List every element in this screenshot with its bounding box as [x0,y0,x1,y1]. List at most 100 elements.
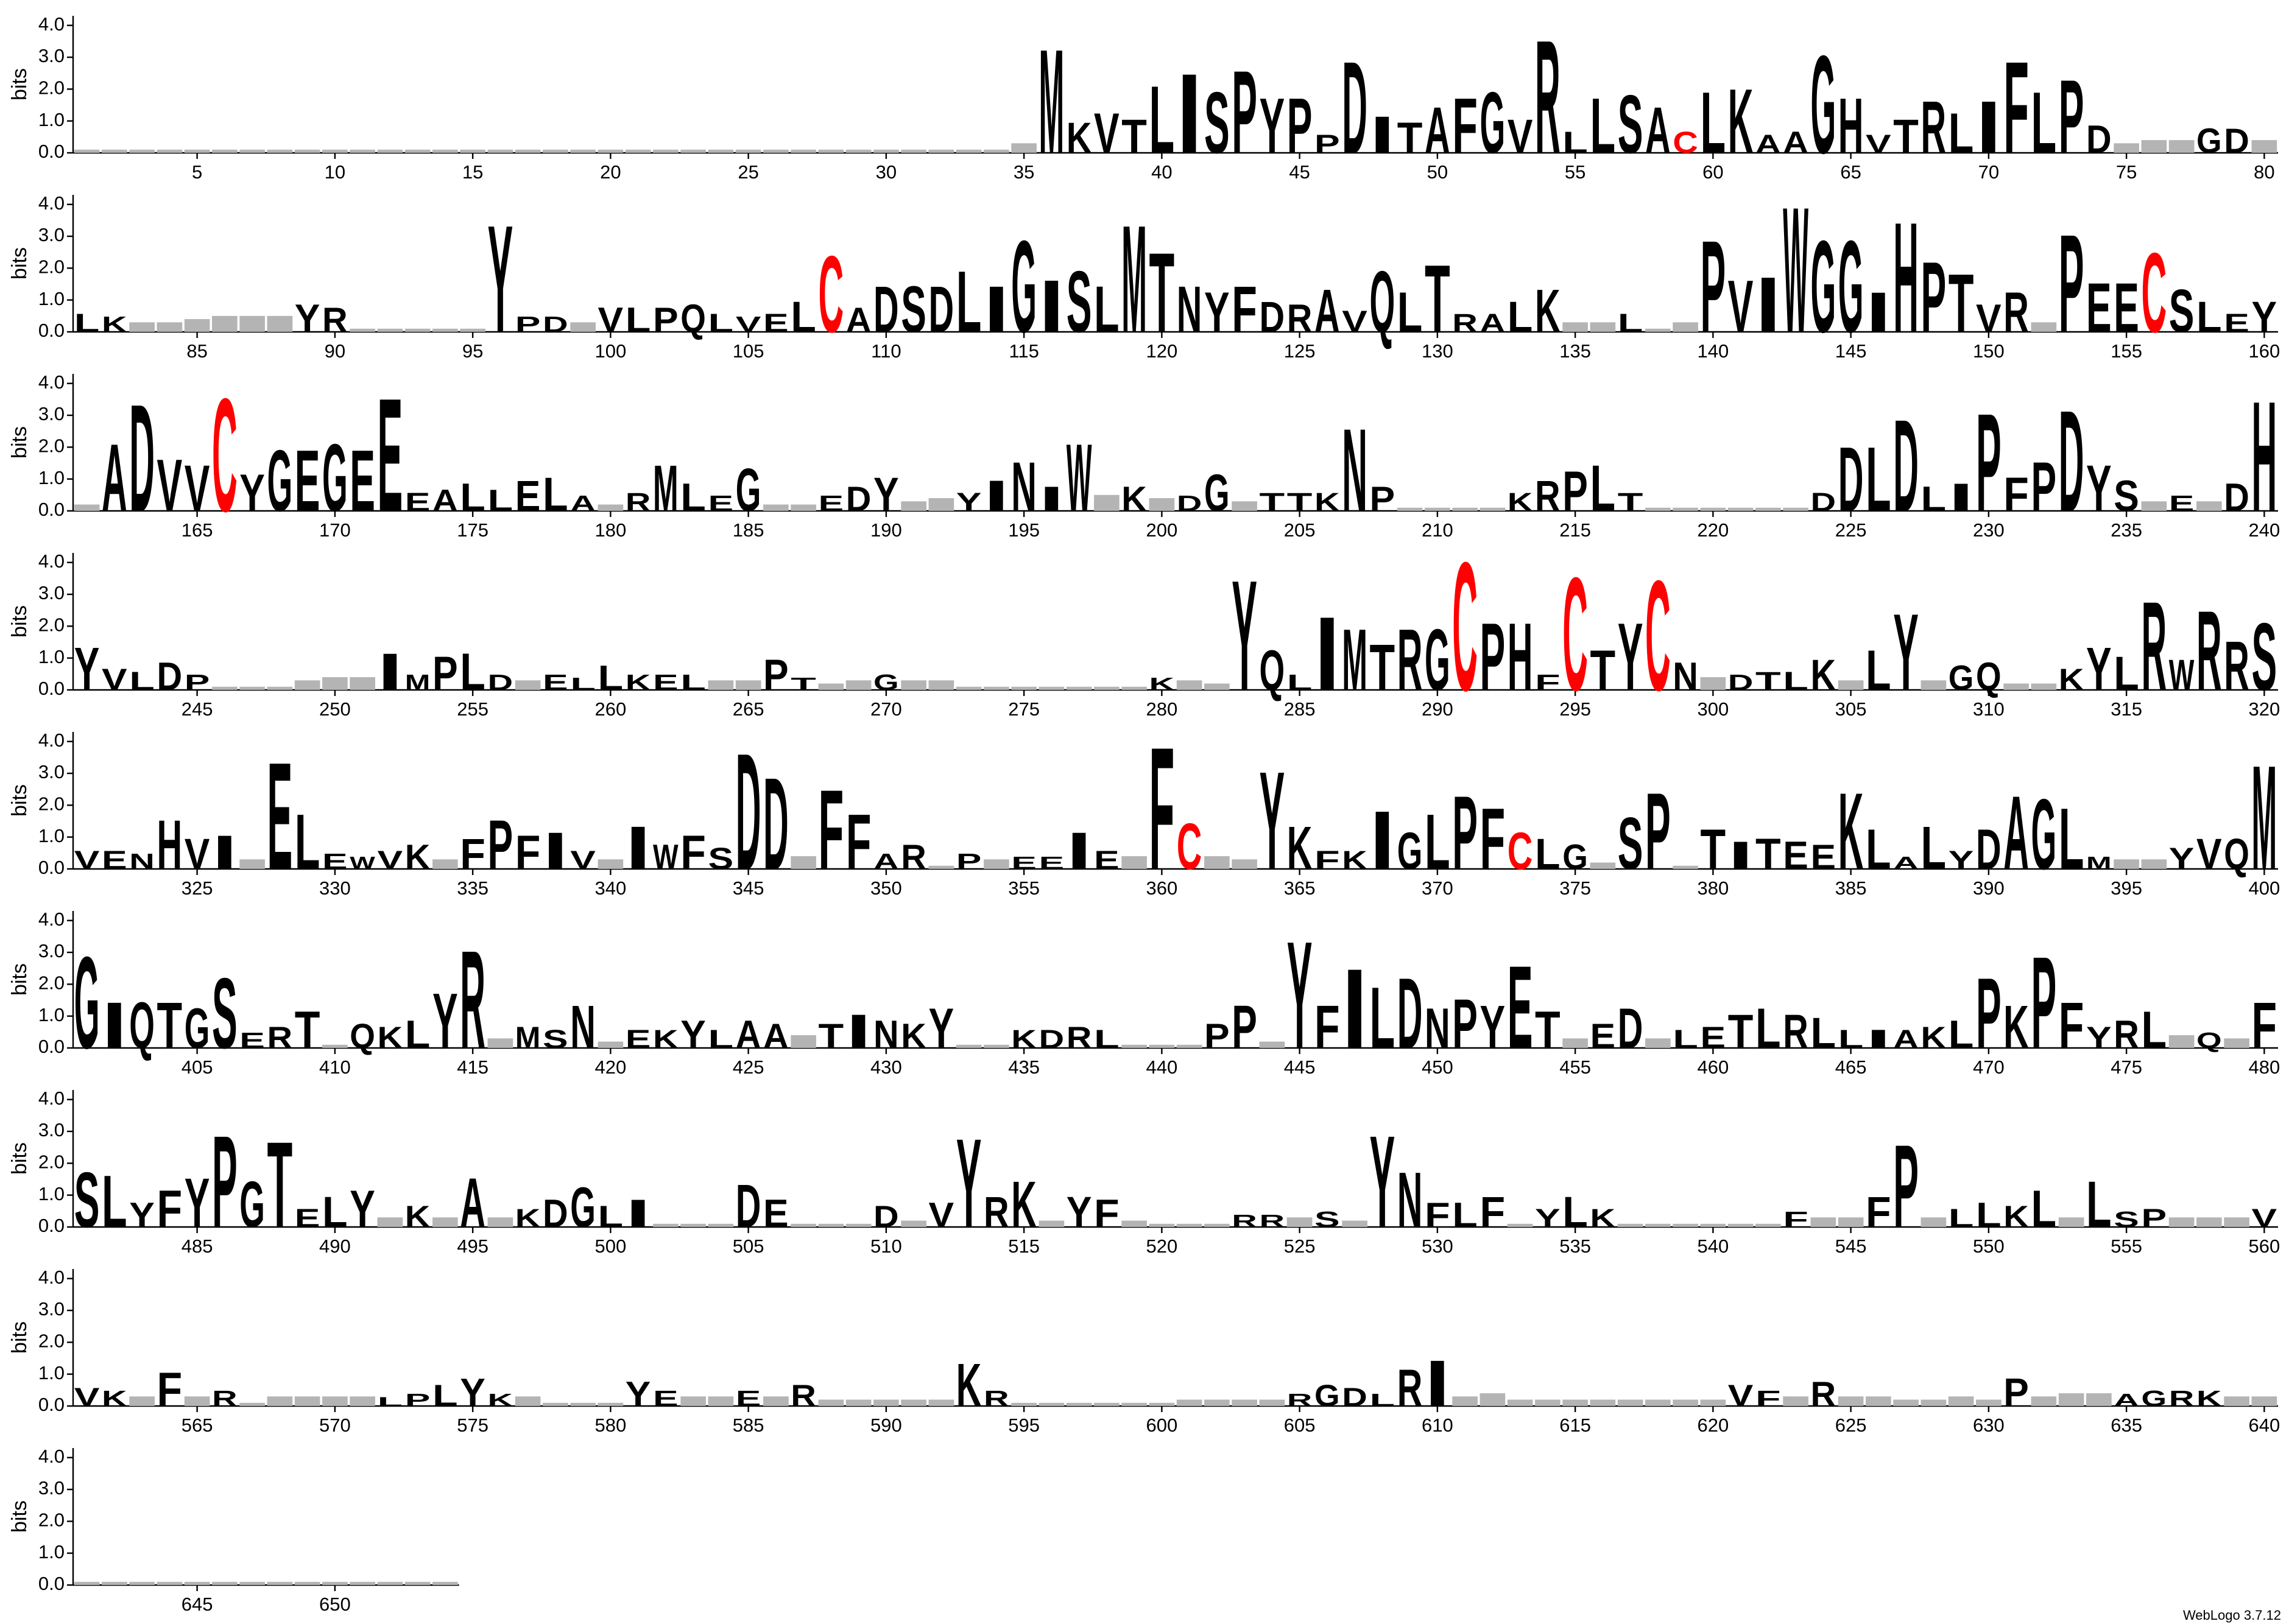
letter: R [984,1188,1009,1237]
letter: E [1590,1017,1616,1056]
null-stack [1011,1402,1037,1406]
null-stack [1204,1223,1230,1227]
letter: Q [680,297,706,340]
letter: I [1425,1348,1450,1421]
letter: T [1728,1005,1754,1059]
null-stack [625,149,651,153]
letter: L [1094,273,1120,346]
x-tick-label: 405 [182,1056,213,1078]
null-stack [763,504,789,511]
null-stack [598,1041,624,1048]
letter: I [984,273,1009,346]
letter: T [157,990,183,1063]
null-stack [2141,140,2167,153]
x-tick-label: 270 [870,698,902,720]
x-tick-label: 410 [319,1056,351,1078]
null-stack [901,680,926,690]
letter: G [239,1169,265,1242]
letter: M [2086,853,2112,873]
null-stack [322,1396,348,1406]
letter: F [1425,1196,1450,1235]
letter: D [488,670,513,695]
null-stack [2141,501,2167,511]
null-stack [1039,1402,1065,1406]
x-tick-label: 45 [1289,161,1310,183]
null-stack [2031,322,2057,332]
letter: N [1425,997,1450,1060]
null-stack [294,1396,320,1406]
letter: A [1480,308,1506,337]
x-tick-label: 355 [1008,877,1040,899]
letter: V [74,845,100,874]
null-stack [570,1402,596,1406]
letter: L [598,1199,624,1234]
letter: T [1149,228,1175,356]
y-tick-label: 4.0 [38,1267,65,1288]
letter: L [129,666,155,695]
null-stack [1121,686,1147,690]
letter: F [515,826,541,880]
null-stack [432,149,458,153]
letter: E [543,670,568,695]
null-stack [818,683,844,690]
null-stack [1011,143,1037,153]
null-stack [1507,1223,1533,1227]
x-tick-label: 85 [186,340,207,362]
null-stack [404,149,431,153]
null-stack [350,1581,375,1585]
letter: Y [1618,603,1643,711]
letter: S [2114,472,2139,521]
y-axis-label: bits [8,963,31,996]
letter: K [2196,1387,2222,1411]
letter: S [2114,1207,2139,1232]
letter: A [1755,129,1781,158]
null-stack [129,149,155,153]
x-tick-label: 60 [1702,161,1723,183]
x-tick-label: 385 [1835,877,1867,899]
null-stack [1232,1399,1257,1406]
x-tick-label: 580 [595,1415,627,1436]
null-stack [294,149,320,153]
x-tick-label: 75 [2116,161,2137,183]
null-stack [543,1402,568,1406]
letter: E [267,731,293,902]
null-stack [322,1044,348,1048]
letter: S [212,957,238,1069]
null-stack [1452,1396,1478,1406]
x-tick-label: 165 [182,519,213,541]
letter: L [1673,1024,1698,1053]
null-stack [267,315,293,332]
letter: E [653,670,679,695]
letter: C [1645,548,1671,724]
letter: G [2142,1387,2167,1411]
letter: G [2196,122,2222,161]
letter: N [873,1013,899,1056]
null-stack [1480,507,1506,511]
x-tick-label: 500 [595,1236,627,1257]
letter: L [295,798,320,886]
letter: F [2059,990,2084,1063]
y-tick-label: 4.0 [38,13,65,35]
null-stack [1838,680,1864,690]
letter: S [543,1024,568,1053]
null-stack [818,1399,844,1406]
letter: E [1094,845,1120,874]
letter: N [1177,273,1202,346]
letter: K [1287,814,1313,882]
null-stack [1066,1402,1092,1406]
null-stack [598,149,624,153]
letter: D [763,750,789,897]
letter: D [2224,122,2249,161]
null-stack [1976,1399,2002,1406]
letter: A [873,849,899,874]
null-stack [212,1581,238,1585]
letter: V [1866,129,1891,158]
x-tick-label: 295 [1559,698,1591,720]
null-stack [1259,1399,1285,1406]
y-tick-label: 2.0 [38,77,65,99]
letter: L [1149,66,1175,174]
x-tick-label: 370 [1422,877,1453,899]
x-tick-label: 275 [1008,698,1040,720]
letter: V [2196,830,2222,879]
letter: K [626,670,651,695]
